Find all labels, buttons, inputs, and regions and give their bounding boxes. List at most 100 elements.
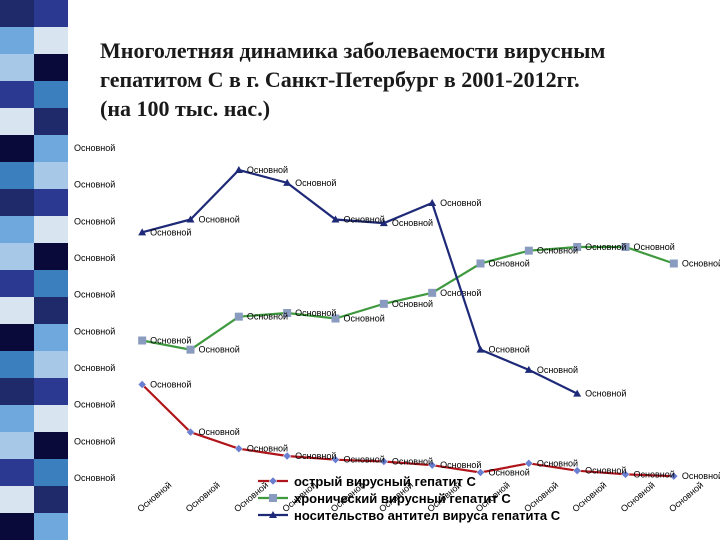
data-label: Основной	[537, 365, 578, 375]
stripe-block	[34, 216, 68, 243]
title-line-1: Многолетняя динамика заболеваемости виру…	[100, 38, 606, 63]
series-line	[141, 383, 674, 478]
data-point	[428, 199, 437, 206]
stripe-block	[34, 486, 68, 513]
data-point	[269, 494, 277, 502]
stripe-block	[34, 81, 68, 108]
data-point	[137, 380, 147, 389]
stripe-block	[34, 297, 68, 324]
stripe-block	[0, 432, 34, 459]
stripe-block	[34, 27, 68, 54]
data-point	[476, 468, 485, 477]
y-tick-label: Основной	[74, 363, 115, 373]
legend-entry: хронический вирусный гепатит С	[294, 491, 511, 506]
data-point	[331, 455, 340, 465]
data-point	[621, 243, 630, 251]
data-label: Основной	[585, 466, 626, 476]
stripe-block	[34, 351, 68, 378]
data-label: Основной	[199, 345, 240, 355]
stripe-block	[34, 243, 68, 270]
legend-entry: носительство антител вируса гепатита С	[294, 508, 561, 523]
data-label: Основной	[634, 469, 675, 479]
data-point	[573, 389, 582, 397]
legend-entry: острый вирусный гепатит С	[294, 474, 477, 489]
data-label: Основной	[489, 345, 530, 355]
data-label: Основной	[247, 444, 288, 454]
line-chart: Основной Основной Основной Основной Основной…	[74, 143, 720, 523]
data-label: Основной	[344, 314, 385, 324]
stripe-block	[0, 243, 34, 270]
data-point	[379, 457, 389, 466]
data-label: Основной	[682, 259, 720, 269]
stripe-block	[0, 513, 34, 540]
data-label: Основной	[634, 242, 675, 252]
stripe-block	[0, 108, 34, 135]
stripe-block	[34, 162, 68, 189]
data-point	[524, 365, 533, 373]
data-point	[524, 458, 534, 468]
data-label: Основной	[537, 246, 578, 256]
data-point	[186, 215, 195, 223]
stripe-block	[34, 108, 68, 135]
data-label: Основной	[150, 227, 191, 237]
data-point	[186, 345, 195, 354]
stripe-block	[0, 135, 34, 162]
title-line-3: (на 100 тыс. нас.)	[100, 96, 271, 121]
data-point	[476, 345, 485, 353]
data-label: Основной	[344, 215, 385, 225]
stripe-block	[0, 351, 34, 378]
x-tick-label: Основной	[184, 480, 222, 514]
stripe-block	[34, 189, 68, 216]
y-tick-label: Основной	[74, 143, 115, 153]
data-label: Основной	[199, 215, 240, 225]
stripe-block	[0, 486, 34, 513]
data-label: Основной	[489, 259, 530, 269]
data-point	[573, 243, 582, 251]
stripe-block	[0, 162, 34, 189]
data-point	[282, 451, 292, 461]
data-point	[428, 288, 437, 297]
data-point	[331, 215, 340, 223]
stripe-block	[0, 270, 34, 297]
data-point	[669, 471, 679, 481]
data-point	[269, 511, 277, 518]
series-line	[141, 245, 675, 351]
stripe-block	[0, 378, 34, 405]
title-line-2: гепатитом С в г. Санкт-Петербург в 2001-…	[100, 67, 580, 92]
stripe-block	[34, 0, 68, 27]
data-label: Основной	[392, 218, 433, 228]
stripe-block	[0, 189, 34, 216]
stripe-block	[34, 459, 68, 486]
data-point	[138, 228, 147, 236]
data-label: Основной	[247, 165, 288, 175]
stripe-block	[34, 135, 68, 162]
decorative-stripe	[0, 0, 68, 540]
data-label: Основной	[537, 458, 578, 468]
stripe-block	[0, 54, 34, 81]
y-tick-label: Основной	[74, 253, 115, 263]
data-label: Основной	[344, 455, 385, 465]
series-line	[141, 168, 578, 395]
data-point	[379, 219, 388, 227]
y-tick-label: Основной	[74, 180, 115, 190]
data-label: Основной	[489, 468, 530, 478]
data-point	[476, 259, 485, 268]
data-label: Основной	[585, 242, 626, 252]
data-label: Основной	[295, 178, 336, 188]
y-tick-label: Основной	[74, 290, 115, 300]
data-point	[234, 444, 244, 454]
data-label: Основной	[295, 308, 336, 318]
data-label: Основной	[392, 457, 433, 467]
data-point	[234, 166, 243, 173]
x-tick-label: Основной	[667, 480, 705, 514]
data-label: Основной	[585, 389, 626, 399]
stripe-block	[34, 324, 68, 351]
stripe-block	[0, 324, 34, 351]
stripe-block	[34, 270, 68, 297]
data-point	[621, 469, 630, 479]
data-label: Основной	[150, 336, 191, 346]
stripe-block	[34, 54, 68, 81]
x-tick-label: Основной	[135, 480, 173, 514]
x-tick-label: Основной	[570, 480, 608, 514]
data-label: Основной	[247, 312, 288, 322]
